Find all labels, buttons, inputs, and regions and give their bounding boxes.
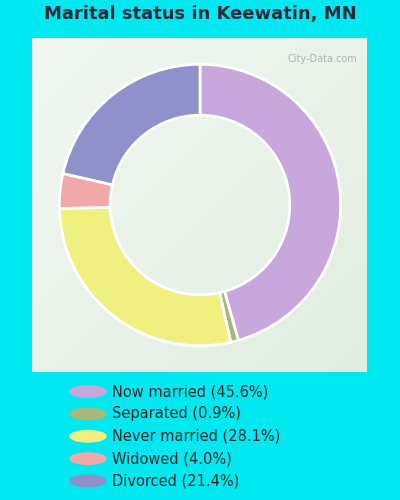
- Wedge shape: [63, 64, 200, 185]
- Text: Divorced (21.4%): Divorced (21.4%): [112, 474, 239, 488]
- Circle shape: [70, 453, 106, 464]
- Text: Widowed (4.0%): Widowed (4.0%): [112, 451, 232, 466]
- Wedge shape: [59, 174, 112, 208]
- Text: Separated (0.9%): Separated (0.9%): [112, 406, 241, 422]
- Wedge shape: [59, 208, 231, 346]
- Text: Never married (28.1%): Never married (28.1%): [112, 428, 280, 444]
- Circle shape: [70, 430, 106, 442]
- Text: City-Data.com: City-Data.com: [288, 54, 358, 64]
- Circle shape: [70, 386, 106, 398]
- Wedge shape: [200, 64, 341, 340]
- Wedge shape: [220, 292, 238, 343]
- Text: Marital status in Keewatin, MN: Marital status in Keewatin, MN: [44, 4, 356, 22]
- Circle shape: [70, 475, 106, 486]
- Circle shape: [70, 408, 106, 420]
- Text: Now married (45.6%): Now married (45.6%): [112, 384, 268, 399]
